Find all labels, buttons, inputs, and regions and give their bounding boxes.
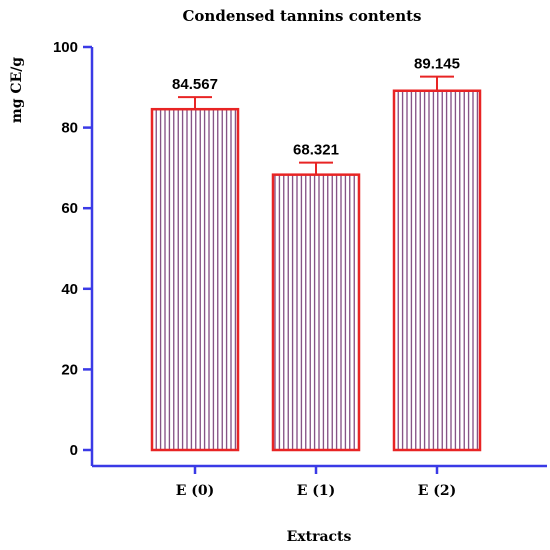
y-tick-label: 60 <box>61 200 78 217</box>
bar-series: 84.567 68.321 89.145 <box>150 56 482 452</box>
y-tick-label: 80 <box>61 120 78 137</box>
y-axis-label: mg CE/g <box>9 57 25 123</box>
bar <box>271 173 361 452</box>
x-tick-label: E (1) <box>297 483 336 499</box>
x-axis: E (0) E (1) E (2) <box>92 464 547 499</box>
y-tick-label: 0 <box>70 442 78 459</box>
y-tick-label: 20 <box>61 361 78 378</box>
y-tick-label: 40 <box>61 281 78 298</box>
x-tick-label: E (0) <box>176 483 215 499</box>
bar <box>150 107 240 452</box>
bar <box>392 89 482 452</box>
data-label: 84.567 <box>172 76 218 93</box>
chart-title: Condensed tannins contents <box>182 7 421 25</box>
data-label: 68.321 <box>293 142 339 159</box>
data-label: 89.145 <box>414 56 460 73</box>
y-axis: 0 20 40 60 80 100 <box>53 39 94 466</box>
x-axis-label: Extracts <box>287 529 352 545</box>
x-tick-label: E (2) <box>418 483 457 499</box>
y-tick-label: 100 <box>53 39 78 56</box>
